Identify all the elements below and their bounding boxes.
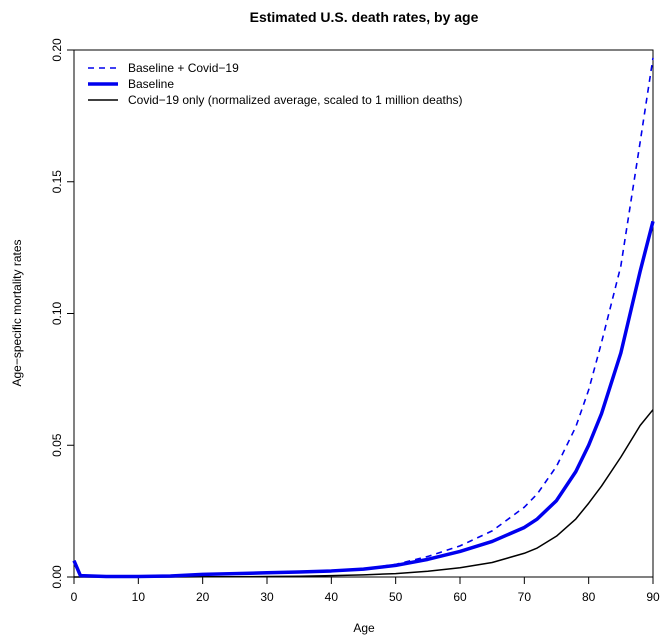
y-tick-label: 0.05	[50, 433, 64, 457]
x-tick-label: 50	[389, 590, 403, 604]
x-tick-label: 40	[325, 590, 339, 604]
x-tick-label: 70	[518, 590, 532, 604]
chart-title: Estimated U.S. death rates, by age	[250, 9, 479, 25]
legend-label-2: Covid−19 only (normalized average, scale…	[128, 93, 463, 107]
y-tick-label: 0.15	[50, 170, 64, 194]
x-tick-label: 0	[71, 590, 78, 604]
x-tick-label: 90	[646, 590, 660, 604]
y-tick-label: 0.20	[50, 38, 64, 62]
plot-frame	[73, 49, 654, 578]
x-tick-label: 60	[453, 590, 467, 604]
y-tick-label: 0.10	[50, 301, 64, 325]
legend-label-0: Baseline + Covid−19	[128, 61, 239, 75]
legend-label-1: Baseline	[128, 77, 174, 91]
x-tick-label: 30	[260, 590, 274, 604]
series-line-0	[73, 57, 654, 578]
y-axis: 0.00 0.05 0.10 0.15 0.20	[50, 38, 74, 589]
x-tick-label: 10	[132, 590, 146, 604]
series-line-1	[72, 220, 655, 579]
series-layer	[72, 57, 655, 579]
y-axis-label: Age−specific mortality rates	[10, 239, 24, 386]
x-tick-label: 80	[582, 590, 596, 604]
legend: Baseline + Covid−19 Baseline Covid−19 only…	[88, 61, 463, 107]
x-axis: 0 10 20 30 40 50 60 70 80 90	[71, 577, 660, 604]
x-axis-label: Age	[353, 621, 375, 635]
y-tick-label: 0.00	[50, 565, 64, 589]
series-line-2	[74, 409, 654, 578]
x-tick-label: 20	[196, 590, 210, 604]
